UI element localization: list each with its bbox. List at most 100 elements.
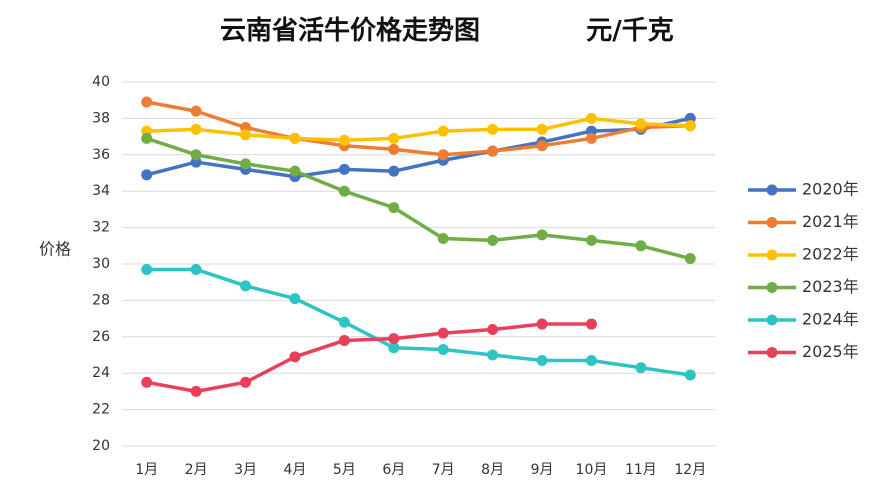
data-point (684, 369, 696, 381)
data-point (240, 376, 252, 388)
data-point (338, 163, 350, 175)
data-point (388, 165, 400, 177)
data-point (289, 351, 301, 363)
data-point (437, 125, 449, 137)
data-point (190, 263, 202, 275)
legend-label: 2024年 (802, 310, 859, 329)
y-tick-label: 28 (92, 292, 110, 308)
series-line (146, 267, 691, 377)
data-point (684, 253, 696, 265)
data-point (338, 334, 350, 346)
y-tick-label: 40 (92, 74, 110, 90)
x-tick-label: 6月 (382, 462, 405, 478)
data-point (388, 342, 400, 354)
legend-label: 2020年 (802, 180, 859, 199)
series-line (146, 322, 592, 394)
legend-marker (766, 184, 778, 196)
data-point (437, 149, 449, 161)
x-tick-label: 12月 (674, 462, 706, 478)
legend-marker (766, 217, 778, 228)
data-point (635, 240, 647, 252)
data-point (141, 263, 153, 275)
data-point (388, 333, 400, 345)
y-tick-label: 30 (92, 256, 110, 272)
data-point (585, 234, 597, 246)
data-point (289, 293, 301, 305)
data-point (240, 129, 252, 141)
series-line (146, 116, 691, 142)
y-axis-label: 价格 (39, 240, 71, 259)
data-point (190, 123, 202, 135)
data-point (437, 344, 449, 356)
x-tick-label: 2月 (185, 462, 208, 478)
data-point (684, 120, 696, 132)
data-point (240, 280, 252, 292)
data-point (536, 123, 548, 135)
data-point (141, 376, 153, 388)
data-point (536, 229, 548, 241)
y-tick-label: 26 (92, 329, 110, 345)
data-point (585, 132, 597, 144)
legend-label: 2021年 (802, 212, 859, 231)
data-point (635, 362, 647, 374)
data-point (487, 349, 499, 361)
data-point (338, 134, 350, 146)
legend-label: 2023年 (802, 277, 859, 296)
x-tick-label: 7月 (432, 462, 455, 478)
data-point (190, 385, 202, 397)
series-line (146, 100, 691, 157)
data-point (437, 327, 449, 339)
x-tick-label: 4月 (283, 462, 306, 478)
y-tick-label: 20 (92, 438, 110, 454)
chart-unit: 元/千克 (586, 16, 674, 46)
data-point (487, 145, 499, 157)
chart-title: 云南省活牛价格走势图 (220, 15, 480, 46)
legend-marker (766, 314, 778, 326)
data-point (388, 202, 400, 214)
data-point (487, 123, 499, 135)
x-tick-label: 9月 (531, 462, 554, 478)
legend-label: 2022年 (802, 245, 859, 264)
data-point (536, 354, 548, 366)
data-point (190, 105, 202, 117)
data-point (487, 324, 499, 336)
data-point (141, 96, 153, 108)
data-point (289, 132, 301, 144)
data-point (141, 132, 153, 144)
data-point (536, 318, 548, 330)
series-line (146, 116, 691, 179)
y-tick-label: 22 (92, 402, 110, 418)
y-tick-label: 24 (92, 365, 110, 381)
y-tick-label: 38 (92, 110, 110, 126)
data-point (240, 158, 252, 170)
series-line (146, 136, 691, 261)
data-point (437, 233, 449, 245)
x-tick-label: 11月 (625, 462, 657, 478)
data-point (141, 169, 153, 181)
legend-marker (766, 347, 778, 358)
legend-marker (766, 249, 778, 261)
y-tick-label: 32 (92, 220, 110, 236)
x-tick-label: 5月 (333, 462, 356, 478)
data-point (585, 318, 597, 330)
data-point (388, 132, 400, 144)
data-point (289, 165, 301, 177)
x-tick-label: 8月 (481, 462, 504, 478)
x-tick-label: 10月 (576, 462, 608, 478)
x-tick-label: 1月 (135, 462, 158, 478)
data-point (338, 185, 350, 197)
data-point (585, 354, 597, 366)
data-point (338, 316, 350, 328)
y-tick-label: 36 (92, 147, 110, 163)
y-tick-label: 34 (92, 183, 110, 199)
data-point (487, 234, 499, 246)
x-tick-label: 3月 (234, 462, 257, 478)
data-point (635, 118, 647, 130)
legend-label: 2025年 (802, 342, 859, 361)
data-point (388, 143, 400, 155)
data-point (190, 149, 202, 161)
legend-marker (766, 282, 778, 293)
data-point (536, 140, 548, 152)
data-point (585, 112, 597, 124)
